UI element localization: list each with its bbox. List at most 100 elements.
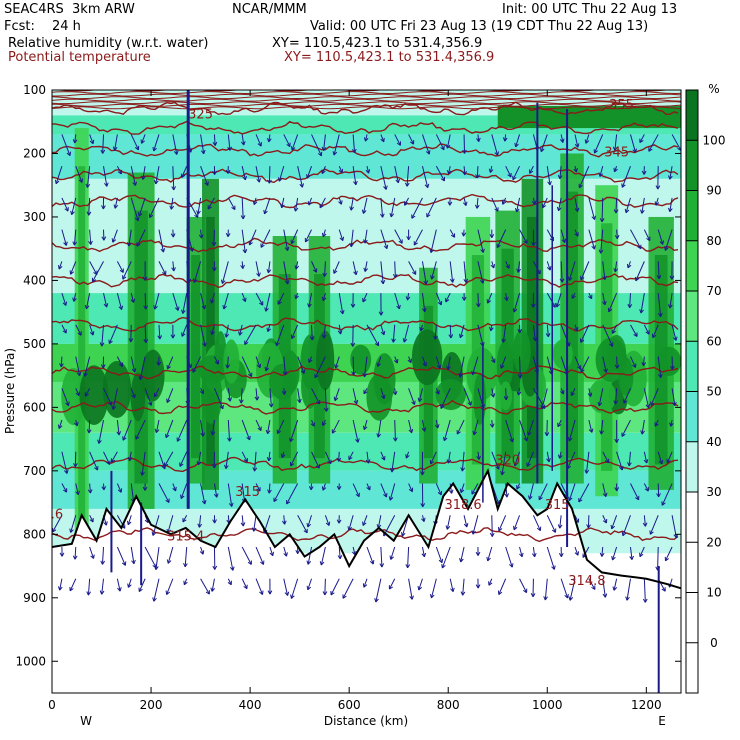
model-label: SEAC4RS 3km ARW [4,2,135,17]
rh-column-core [191,255,201,459]
wind-vector-head [446,365,451,371]
wind-vector-head [489,423,495,428]
wind-vector-head [319,561,325,566]
wind-vector [657,546,659,571]
wind-vector-head [440,145,445,151]
wind-vector [435,134,445,151]
wind-vector [648,134,659,152]
colorbar-swatch [686,291,698,342]
wind-vector [213,388,224,410]
wind-vector [200,165,209,186]
colorbar-swatch [686,492,698,543]
wind-vector [88,197,91,216]
wind-vector [669,293,673,309]
wind-vector [311,324,313,341]
wind-vector [641,419,645,435]
wind-vector-head [547,181,552,186]
wind-vector-head [327,459,332,465]
wind-vector [602,515,607,524]
wind-vector-head [512,175,517,181]
wind-vector [306,165,312,179]
wind-vector [58,261,63,270]
plot-frame [51,89,682,694]
wind-vector [268,166,271,184]
wind-vector [184,546,188,567]
wind-vector [130,483,135,503]
wind-vector-head [212,170,217,175]
wind-vector-head [516,391,522,396]
wind-vector-head [152,597,157,602]
wind-vector-head [336,519,342,524]
wind-vector-head [183,580,188,586]
wind-vector [75,324,82,336]
wind-vector-head [307,201,313,206]
wind-vector-head [240,215,246,220]
wind-vector-head [658,460,664,465]
wind-vector-head [211,267,217,272]
wind-vector [322,229,326,237]
wind-vector-head [536,526,542,532]
wind-vector [546,324,549,337]
wind-vector-head [584,139,590,144]
wind-vector [248,229,257,246]
wind-vector [430,451,437,465]
wind-vector-head [229,566,235,571]
wind-vector [211,578,215,592]
wind-vector-head [148,213,154,219]
wind-vector [227,546,234,571]
wind-vector-head [614,487,620,492]
rh-column-core [206,216,215,465]
below-ground-area [52,470,681,693]
wind-vector [627,261,631,269]
wind-vector-head [412,270,417,275]
wind-vector [505,165,512,178]
wind-vector-head [463,523,469,528]
wind-vector [505,261,510,269]
wind-vector-head [70,210,75,216]
x-endpoint-east: E [658,714,666,728]
wind-vector [643,388,650,408]
wind-vector-head [350,342,356,347]
wind-vector [108,324,118,344]
wind-vector-head [118,362,124,367]
fcst-label: Fcst: [4,19,35,34]
wind-vector-head [654,201,660,206]
wind-vector-head [598,172,604,177]
colorbar-tick-label: 80 [706,234,721,248]
wind-vector [223,292,229,310]
wind-vector-head [519,552,524,558]
wind-vector-head [369,560,375,565]
wind-vector [241,356,253,377]
wind-vector [255,166,260,183]
wind-vector [502,324,507,343]
wind-vector-head [517,374,523,379]
wind-vector-head [180,173,186,179]
wind-vector-head [240,522,246,527]
wind-vector-head [514,142,519,148]
wind-vector-head [227,397,233,402]
wind-vector-head [531,552,537,558]
wind-vector [502,197,507,205]
wind-vector-head [611,329,616,334]
wind-vector-head [551,565,556,570]
wind-vector [227,134,231,151]
wind-vector-head [142,276,148,281]
wind-vector [253,197,257,205]
wind-vector [197,197,202,215]
wind-vector [441,546,451,569]
theta-contour-350 [52,120,679,135]
wind-vector [75,356,81,376]
wind-vector-head [613,400,619,405]
wind-vector-head [580,368,585,373]
wind-vector-head [52,527,57,533]
wind-vector-head [239,399,244,404]
wind-vector [616,356,618,369]
wind-vector-head [639,309,644,314]
wind-vector [440,388,451,409]
wind-vector [394,134,401,146]
wind-vector [295,261,299,270]
wind-vector [283,546,287,557]
wind-vector-head [78,178,83,183]
wind-vector-head [392,390,398,396]
wind-vector [166,356,174,370]
